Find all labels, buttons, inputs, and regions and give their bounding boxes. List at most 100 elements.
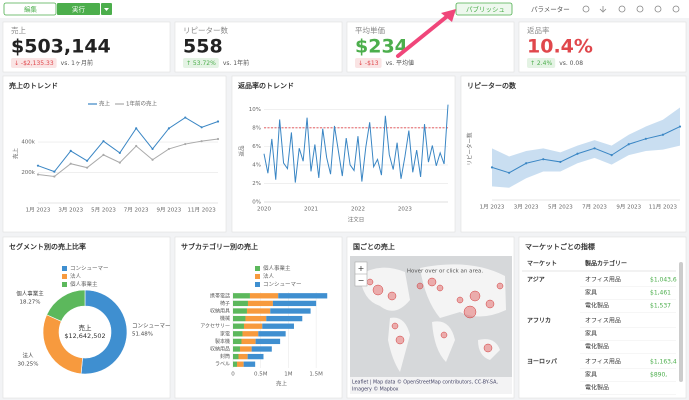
- publish-label: パブリッシュ: [466, 5, 505, 14]
- slice-label: 個人事業主: [16, 290, 44, 298]
- point: [118, 161, 121, 164]
- table-cell: 家具: [585, 289, 597, 297]
- table-cell: オフィス用品: [585, 277, 621, 284]
- kpi-value: 558: [183, 36, 223, 58]
- point: [610, 154, 613, 157]
- legend-swatch: [62, 282, 67, 287]
- run-button[interactable]: [57, 3, 100, 15]
- kpi-delta-badge: [11, 58, 57, 68]
- zoom-out[interactable]: −: [358, 276, 365, 285]
- point: [627, 143, 630, 146]
- point: [200, 140, 203, 143]
- map-attribution: Imagery © Mapbox: [352, 386, 399, 393]
- point: [151, 147, 154, 151]
- bar-segment: [238, 353, 248, 360]
- zoom-in[interactable]: +: [358, 264, 365, 273]
- legend-label: 個人事業主: [263, 264, 291, 272]
- point: [53, 175, 56, 178]
- table-cell: 家具: [585, 330, 597, 338]
- point: [542, 158, 545, 161]
- legend-swatch: [62, 274, 67, 279]
- y-tick-label: アクセサリー: [200, 324, 230, 330]
- point: [593, 147, 596, 150]
- y-tick-label: 機械: [220, 315, 230, 322]
- x-tick-label: 1.5M: [309, 372, 323, 378]
- x-tick-label: 1月 2023: [480, 204, 505, 211]
- legend-swatch: [255, 266, 260, 271]
- table-value: $1,537: [650, 303, 671, 310]
- bar-segment: [251, 346, 272, 352]
- point: [135, 144, 138, 148]
- bar-segment: [249, 293, 279, 299]
- line: [37, 138, 219, 178]
- point: [576, 152, 579, 155]
- bar-segment: [247, 353, 264, 360]
- x-tick-label: 2022: [351, 207, 365, 213]
- point: [184, 116, 187, 119]
- legend-label: コンシューマー: [263, 281, 302, 288]
- table-value: $1,461: [650, 290, 671, 297]
- map[interactable]: + − Hover over or click an area. Leaflet…: [350, 256, 512, 394]
- kpi-value: $234: [355, 36, 408, 58]
- y-tick-label: 収納用品: [210, 346, 230, 353]
- bar-segment: [255, 338, 281, 345]
- legend-label: 法人: [70, 272, 82, 280]
- slice-value: 18.27%: [20, 300, 41, 306]
- point: [85, 159, 89, 162]
- y-tick-label: 2%: [252, 181, 261, 187]
- x-axis-label: 注文日: [348, 216, 365, 224]
- legend-swatch: [255, 282, 260, 287]
- point: [661, 133, 665, 136]
- annotation-arrow-head: [441, 9, 456, 22]
- slice-value: 30.25%: [18, 362, 39, 368]
- y-tick-label: 200k: [21, 170, 35, 176]
- bar-segment: [239, 346, 252, 352]
- point: [216, 137, 220, 141]
- panel: [231, 75, 456, 233]
- kpi-compare: vs. 平均値: [386, 59, 415, 67]
- panel: [2, 75, 227, 233]
- y-tick-label: 椅子: [220, 300, 230, 307]
- bar-segment: [258, 331, 286, 337]
- point: [559, 160, 562, 164]
- kpi-label: 平均単価: [355, 25, 385, 35]
- y-axis-label: リピーター数: [466, 132, 474, 166]
- point: [102, 140, 105, 143]
- table-market: アジア: [527, 277, 545, 284]
- x-tick-label: 11月 2023: [188, 207, 217, 214]
- edit-button[interactable]: [3, 2, 57, 16]
- point: [135, 127, 138, 130]
- table-market: アフリカ: [527, 318, 551, 325]
- table-cell: オフィス用品: [585, 359, 621, 366]
- point: [85, 166, 89, 169]
- kpi-delta-badge: [355, 58, 382, 68]
- slice-label: 法人: [22, 352, 34, 360]
- kpi-compare: vs. 1年前: [223, 59, 249, 67]
- scrollbar[interactable]: [679, 262, 683, 382]
- bar-segment: [262, 323, 294, 329]
- point: [184, 142, 187, 146]
- y-axis-label: 返品: [239, 145, 246, 157]
- kpi-delta: ↑ 2.4%: [530, 60, 552, 67]
- x-tick-label: 7月 2023: [124, 207, 149, 214]
- kpi-card: [174, 21, 343, 73]
- table-cell: 電化製品: [585, 302, 609, 310]
- kpi-compare: vs. 1ヶ月前: [61, 59, 93, 67]
- x-tick-label: 5月 2023: [91, 207, 116, 214]
- y-axis-label: 売上: [12, 148, 20, 160]
- point: [525, 162, 528, 165]
- kpi-value: 10.4%: [527, 36, 593, 58]
- table-cell: 電化製品: [585, 343, 609, 351]
- x-tick-label: 3月 2023: [514, 204, 539, 211]
- point: [69, 149, 72, 153]
- map-title: 国ごとの売上: [353, 242, 395, 251]
- parameters-button[interactable]: パラメーター: [531, 5, 570, 14]
- confidence-band: [492, 107, 680, 188]
- legend-label: コンシューマー: [70, 265, 109, 272]
- y-tick-label: 0%: [252, 200, 261, 206]
- y-tick-label: 6%: [252, 144, 261, 150]
- y-tick-label: 8%: [252, 125, 261, 131]
- table-cell: 家具: [585, 371, 597, 379]
- line: [37, 116, 219, 173]
